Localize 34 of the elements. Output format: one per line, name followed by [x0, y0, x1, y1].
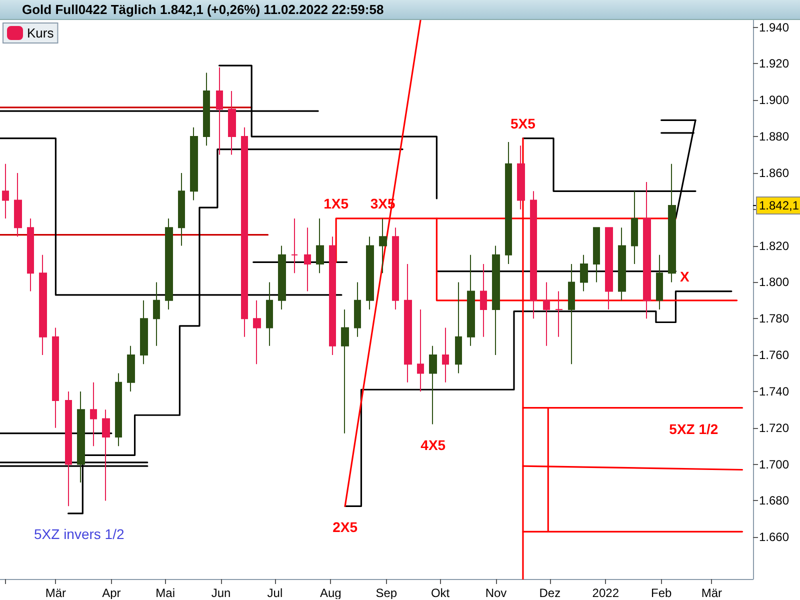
- chart-title: Gold Full0422 Täglich 1.842,1 (+0,26%) 11.02.2022 22:59:58: [0, 0, 800, 20]
- x-tick-label: Jun: [211, 586, 231, 600]
- annotation: 5X5: [510, 115, 536, 132]
- y-tick-label: 1.820: [759, 238, 790, 253]
- y-tick-label: 1.720: [759, 420, 790, 435]
- annotation: 4X5: [420, 437, 446, 454]
- y-tick-label: 1.700: [759, 457, 790, 472]
- legend-label: Kurs: [27, 26, 54, 40]
- x-tick-label: Mär: [45, 586, 66, 600]
- x-tick-label: Nov: [485, 586, 507, 600]
- y-tick-label: 1.760: [759, 348, 790, 362]
- x-tick-label: 2022: [592, 586, 620, 600]
- x-tick-label: Jul: [267, 586, 283, 600]
- y-tick-label: 1.940: [759, 20, 790, 34]
- x-tick-label: Mär: [701, 586, 722, 600]
- y-tick-label: 1.880: [759, 130, 790, 144]
- ref-line-label: 1.842,1: [759, 198, 800, 213]
- annotation: 5XZ 1/2: [669, 420, 718, 437]
- y-tick-label: 1.660: [759, 530, 790, 544]
- x-tick-label: Feb: [651, 586, 672, 600]
- y-tick-label: 1.780: [759, 312, 790, 326]
- annotation: 5XZ invers 1/2: [34, 526, 124, 542]
- y-tick-label: 1.800: [759, 275, 790, 290]
- annotation: X: [680, 268, 690, 284]
- x-tick-label: Okt: [430, 586, 450, 600]
- y-tick-label: 1.680: [759, 494, 790, 508]
- y-tick-label: 1.920: [759, 56, 790, 71]
- x-tick-label: Mai: [156, 586, 176, 600]
- annotation: 1X5: [324, 195, 349, 212]
- x-tick-label: Dez: [539, 586, 561, 600]
- annotation: 2X5: [332, 519, 358, 536]
- y-tick-label: 1.900: [759, 93, 790, 108]
- y-tick-label: 1.740: [759, 384, 790, 398]
- y-tick-label: 1.860: [759, 166, 790, 180]
